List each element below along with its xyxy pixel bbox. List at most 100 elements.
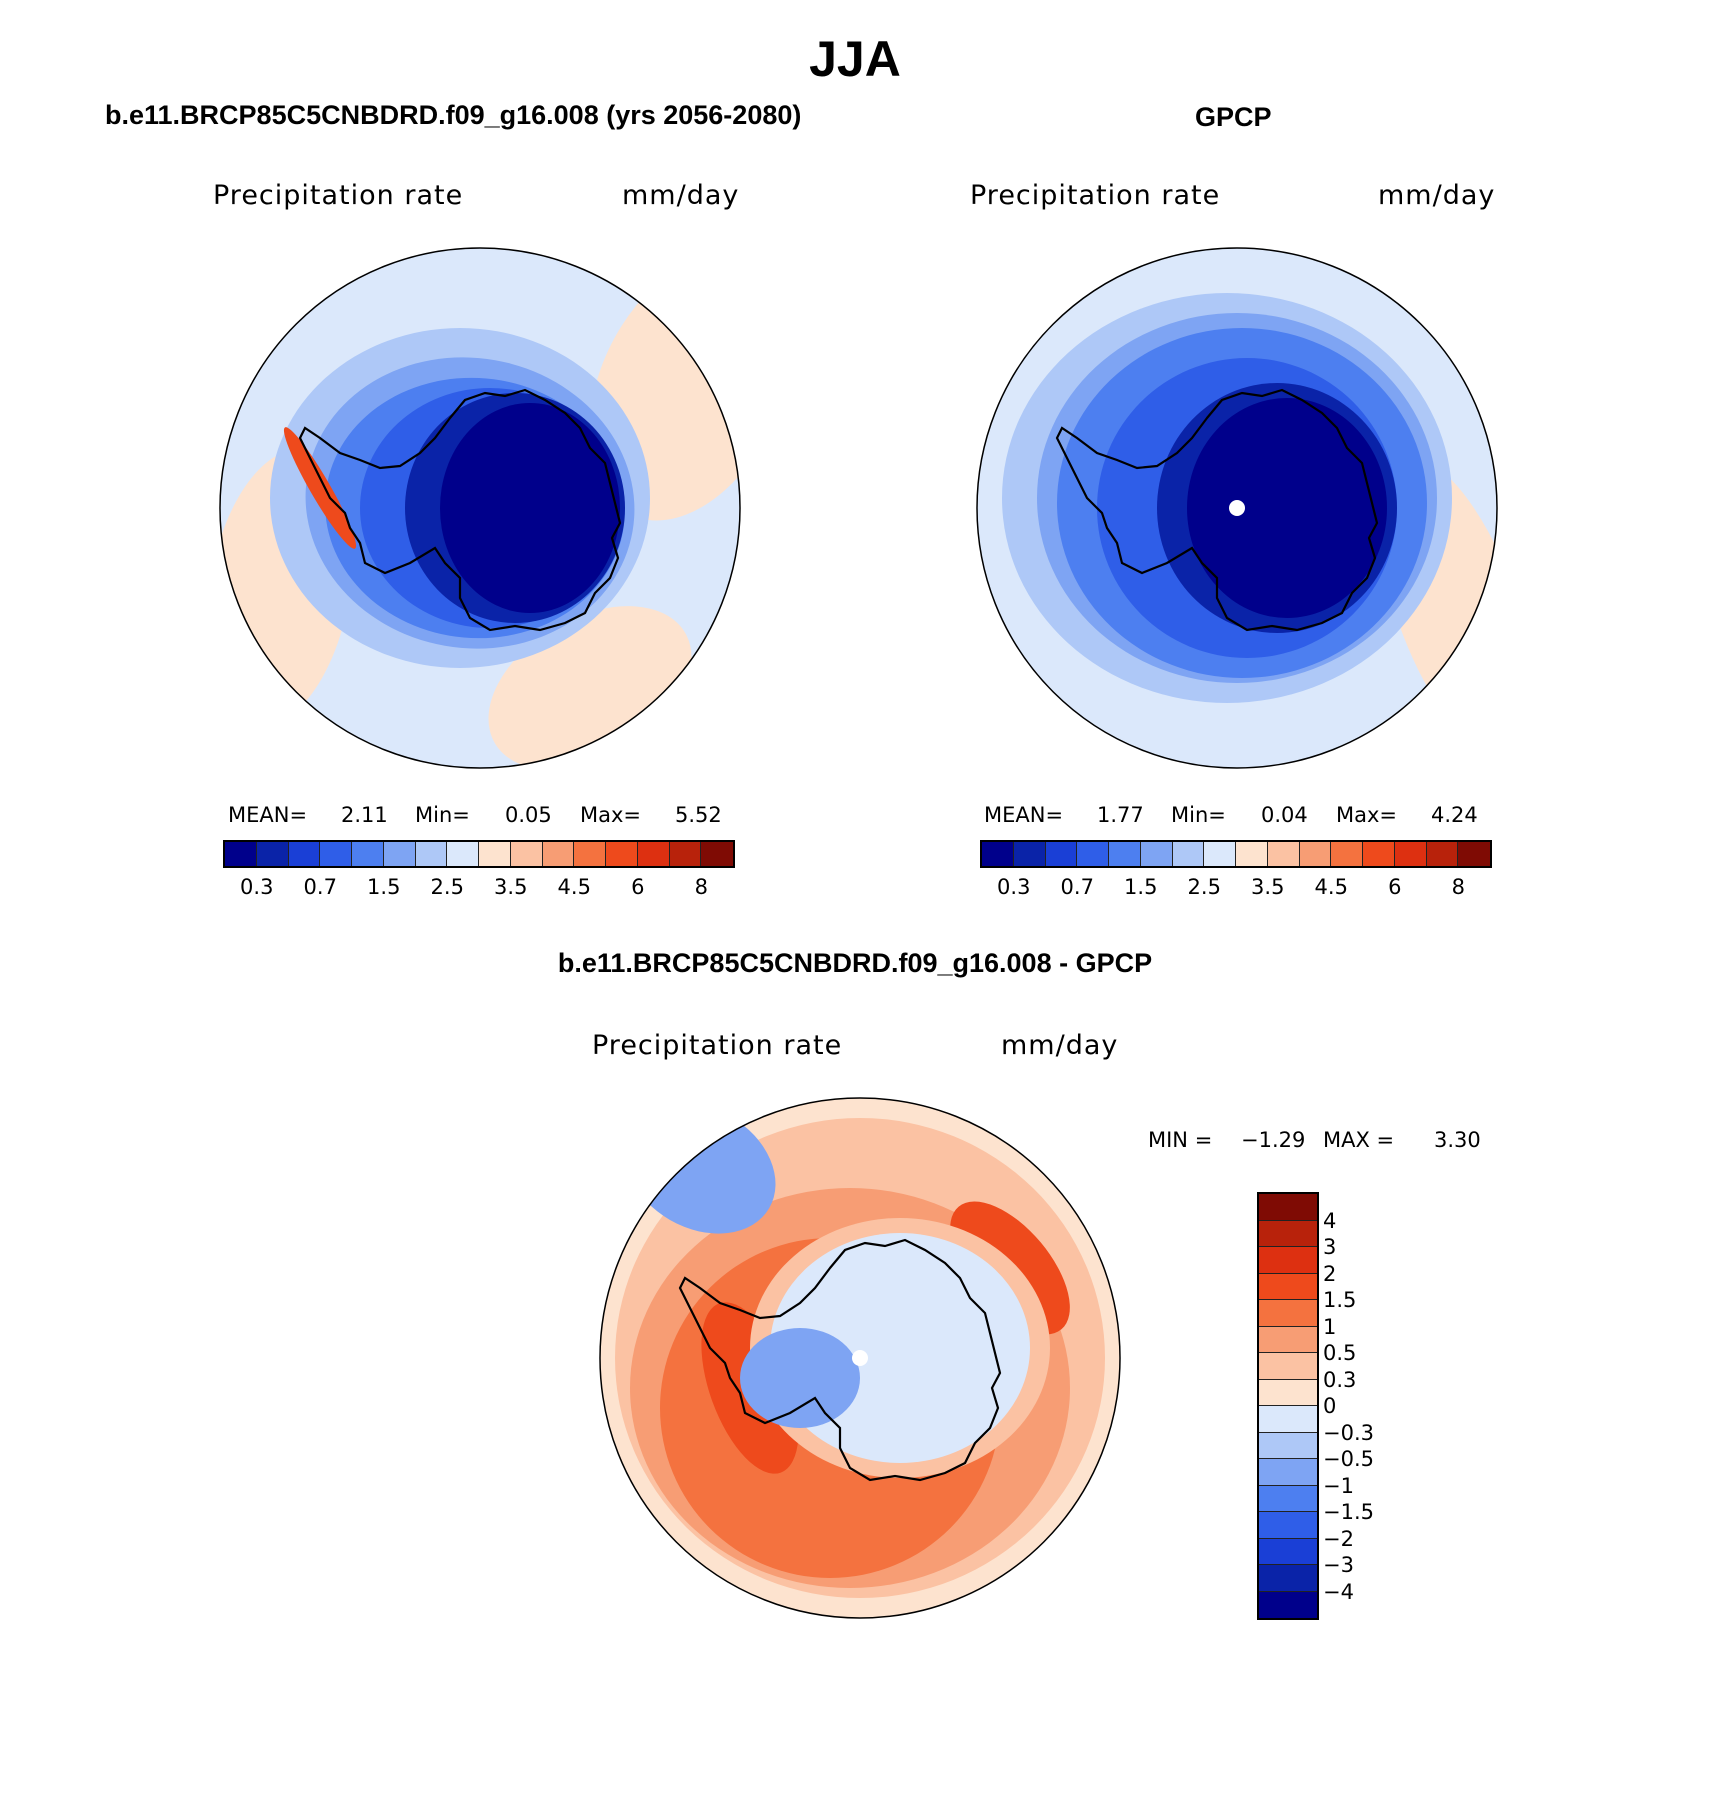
diff-colorbar-tick-label: −3: [1323, 1553, 1354, 1577]
model-colorbar-swatch: [415, 842, 448, 866]
model-units: mm/day: [622, 180, 740, 211]
diff-colorbar-swatch: [1259, 1300, 1317, 1327]
diff-colorbar-tick-label: 4: [1323, 1208, 1337, 1233]
obs-min-label: Min=: [1171, 803, 1226, 827]
model-colorbar-swatch: [352, 842, 384, 866]
obs-colorbar-swatch: [1236, 842, 1268, 866]
diff-colorbar-tick-label: 3: [1323, 1235, 1337, 1259]
model-colorbar-swatch: [383, 842, 416, 866]
diff-colorbar-tick-label: 0.3: [1323, 1367, 1357, 1392]
obs-max-label: Max=: [1336, 803, 1398, 827]
diff-colorbar-tick-label: 0: [1323, 1394, 1337, 1418]
model-colorbar-swatch: [256, 842, 289, 866]
diff-colorbar-swatch: [1259, 1406, 1317, 1433]
model-colorbar-tick-label: 6: [631, 875, 645, 899]
diff-colorbar-tick-label: 1: [1323, 1314, 1337, 1339]
obs-colorbar-tick-label: 8: [1451, 875, 1465, 899]
obs-colorbar-swatch: [1204, 842, 1236, 866]
obs-colorbar-swatch: [1394, 842, 1427, 866]
diff-colorbar-tick-label: 1.5: [1323, 1288, 1357, 1312]
diff-colorbar-swatch: [1259, 1591, 1317, 1618]
obs-max-value: 4.24: [1431, 803, 1478, 827]
diff-colorbar-tick-label: −0.3: [1323, 1420, 1374, 1445]
diff-colorbar-swatch: [1259, 1220, 1317, 1247]
model-colorbar-swatch: [669, 842, 702, 866]
diff-contour-fill: [740, 1328, 860, 1428]
diff-colorbar-swatch: [1259, 1485, 1317, 1512]
obs-colorbar-swatch: [1458, 842, 1490, 866]
model-mean-label: MEAN=: [228, 803, 308, 827]
obs-units: mm/day: [1378, 180, 1496, 211]
obs-colorbar-swatch: [1331, 842, 1363, 866]
model-coastline: [298, 388, 622, 632]
obs-coastline: [1055, 388, 1379, 632]
diff-pole-marker: [852, 1350, 868, 1366]
model-panel-title: b.e11.BRCP85C5CNBDRD.f09_g16.008 (yrs 20…: [105, 100, 802, 130]
figure-title: JJA: [809, 31, 901, 87]
model-colorbar-swatch: [447, 842, 479, 866]
obs-colorbar-swatch: [982, 842, 1014, 866]
obs-colorbar-swatch: [1172, 842, 1205, 866]
obs-colorbar-swatch: [1109, 842, 1141, 866]
diff-colorbar-swatch: [1259, 1512, 1317, 1539]
diff-min-value: −1.29: [1241, 1128, 1306, 1152]
obs-colorbar-swatch: [1140, 842, 1173, 866]
diff-colorbar-tick-label: −0.5: [1323, 1447, 1374, 1471]
obs-colorbar-tick-label: 3.5: [1251, 875, 1285, 899]
diff-colorbar-swatch: [1259, 1353, 1317, 1380]
model-contour-fill: [283, 427, 357, 549]
diff-polar-map: [599, 1097, 1121, 1619]
diff-units: mm/day: [1001, 1030, 1119, 1061]
model-max-label: Max=: [580, 803, 642, 827]
model-colorbar-tick-label: 0.3: [240, 875, 274, 899]
model-colorbar-tick-label: 2.5: [430, 875, 464, 899]
model-colorbar-swatch: [701, 842, 733, 866]
model-mean-value: 2.11: [341, 803, 388, 827]
model-colorbar-swatch: [288, 842, 321, 866]
obs-colorbar-tick-label: 0.7: [1060, 875, 1094, 899]
diff-colorbar-swatch: [1259, 1326, 1317, 1353]
diff-colorbar-swatch: [1259, 1379, 1317, 1406]
model-max-value: 5.52: [675, 803, 722, 827]
diff-colorbar-tick-label: −2: [1323, 1526, 1354, 1551]
diff-colorbar-tick-label: 0.5: [1323, 1341, 1357, 1365]
diff-colorbar-tick-label: −4: [1323, 1579, 1354, 1604]
model-colorbar-swatch: [574, 842, 606, 866]
obs-colorbar-swatch: [1077, 842, 1109, 866]
model-colorbar-swatch: [320, 842, 352, 866]
model-contour-fill: [440, 403, 620, 613]
model-min-label: Min=: [415, 803, 470, 827]
obs-colorbar-tick-label: 2.5: [1187, 875, 1221, 899]
obs-field-name: Precipitation rate: [970, 180, 1221, 211]
obs-colorbar: [980, 840, 1492, 868]
model-min-value: 0.05: [505, 803, 552, 827]
obs-panel-title: GPCP: [1195, 102, 1272, 132]
obs-pole-marker: [1229, 500, 1245, 516]
obs-stats: MEAN= 1.77 Min= 0.04 Max= 4.24: [984, 803, 1504, 829]
diff-min-label: MIN =: [1148, 1128, 1213, 1152]
obs-colorbar-swatch: [1267, 842, 1300, 866]
obs-min-value: 0.04: [1261, 803, 1308, 827]
model-colorbar-swatch: [510, 842, 543, 866]
model-colorbar-tick-label: 0.7: [303, 875, 337, 899]
diff-colorbar-tick-label: −1.5: [1323, 1500, 1374, 1524]
diff-colorbar: [1257, 1192, 1319, 1620]
diff-colorbar-swatch: [1259, 1459, 1317, 1486]
diff-coastline: [678, 1238, 1002, 1482]
obs-colorbar-swatch: [1299, 842, 1332, 866]
model-colorbar-tick-label: 3.5: [494, 875, 528, 899]
obs-mean-label: MEAN=: [984, 803, 1064, 827]
diff-colorbar-swatch: [1259, 1247, 1317, 1274]
obs-colorbar-tick-label: 1.5: [1124, 875, 1158, 899]
diff-panel-title: b.e11.BRCP85C5CNBDRD.f09_g16.008 - GPCP: [557, 948, 1153, 978]
model-colorbar-swatch: [637, 842, 670, 866]
model-colorbar-swatch: [479, 842, 511, 866]
model-colorbar-tick-label: 4.5: [557, 875, 591, 899]
diff-map-border: [599, 1097, 1121, 1619]
model-colorbar-swatch: [225, 842, 257, 866]
obs-contour-fill: [1187, 398, 1387, 618]
obs-colorbar-swatch: [1363, 842, 1395, 866]
model-stats: MEAN= 2.11 Min= 0.05 Max= 5.52: [228, 803, 748, 829]
obs-mean-value: 1.77: [1097, 803, 1144, 827]
obs-colorbar-swatch: [1013, 842, 1046, 866]
